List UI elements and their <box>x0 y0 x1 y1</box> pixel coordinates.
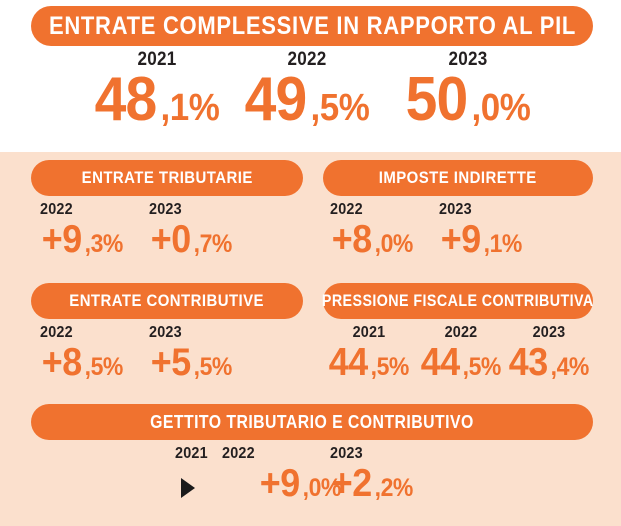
panel-header-entrate-contributive: ENTRATE CONTRIBUTIVE <box>31 283 303 319</box>
value-group-2022: 2022 +8,0% <box>330 201 415 261</box>
value-year-label: 2023 <box>149 201 182 218</box>
panel-values: 2021 44,5% 2022 44,5% 2023 43,4% <box>323 325 593 401</box>
value-number: 44,5% <box>415 341 507 384</box>
value-group-2023: 2023 +2,2% <box>330 445 415 505</box>
value-year-label: 2021 <box>175 445 208 462</box>
value-year-label: 2023 <box>532 324 566 341</box>
header-value: 48,1% <box>77 65 237 134</box>
header-value: 50,0% <box>388 65 548 134</box>
main-title-banner: ENTRATE COMPLESSIVE IN RAPPORTO AL PIL <box>31 6 593 46</box>
value-integer: +0 <box>150 218 191 261</box>
value-year-label: 2022 <box>40 324 73 341</box>
value-group-2021: 2021 <box>175 446 211 465</box>
value-integer: +2 <box>331 462 372 505</box>
value-decimal: ,7% <box>194 230 233 258</box>
value-decimal: ,1% <box>484 230 523 258</box>
value-group-2023: 2023 43,4% <box>503 324 595 384</box>
header-group-2022: 2022 49,5% <box>227 49 387 134</box>
panel-entrate-tributarie: ENTRATE TRIBUTARIE 2022 +9,3% 2023 +0,7% <box>31 160 303 259</box>
value-number: +2,2% <box>330 462 415 505</box>
value-number: 43,4% <box>503 341 595 384</box>
value-group-2022: 2022 +9,0% <box>222 445 343 505</box>
panel-header-pressione-fiscale: PRESSIONE FISCALE CONTRIBUTIVA <box>322 283 594 319</box>
header-group-2021: 2021 48,1% <box>77 49 237 134</box>
value-decimal: ,5% <box>85 353 124 381</box>
value-group-2022: 2022 +9,3% <box>40 201 125 261</box>
panel-title: PRESSIONE FISCALE CONTRIBUTIVA <box>322 291 594 310</box>
panel-title: GETTITO TRIBUTARIO E CONTRIBUTIVO <box>150 411 474 432</box>
panel-values: 2022 +8,0% 2023 +9,1% <box>323 202 593 278</box>
value-decimal: ,3% <box>85 230 124 258</box>
value-number: +9,0% <box>258 462 343 505</box>
header-value-decimal: ,0% <box>472 87 531 129</box>
value-integer: +9 <box>41 218 82 261</box>
value-integer: 44 <box>420 341 460 384</box>
value-year-label: 2023 <box>330 445 363 462</box>
panel-header-imposte-indirette: IMPOSTE INDIRETTE <box>323 160 593 196</box>
value-decimal: ,2% <box>375 474 414 502</box>
panel-header-gettito: GETTITO TRIBUTARIO E CONTRIBUTIVO <box>31 404 593 440</box>
value-year-label: 2022 <box>222 445 255 462</box>
value-number: +5,5% <box>149 341 234 384</box>
play-triangle-icon <box>181 478 195 498</box>
header-values-row: 2021 48,1% 2022 49,5% 2023 50,0% <box>31 50 593 150</box>
panel-title: ENTRATE TRIBUTARIE <box>81 168 253 187</box>
panel-values: 2022 +9,3% 2023 +0,7% <box>31 202 303 278</box>
panel-entrate-contributive: ENTRATE CONTRIBUTIVE 2022 +8,5% 2023 +5,… <box>31 283 303 382</box>
value-integer: +9 <box>259 462 300 505</box>
value-number: +8,5% <box>40 341 125 384</box>
value-integer: +5 <box>150 341 191 384</box>
value-decimal: ,5% <box>371 353 410 381</box>
value-group-2021: 2021 44,5% <box>323 324 415 384</box>
value-year-label: 2022 <box>444 324 478 341</box>
value-number: 44,5% <box>323 341 415 384</box>
value-decimal: ,0% <box>375 230 414 258</box>
value-year-label: 2021 <box>352 324 386 341</box>
header-year-label: 2021 <box>137 49 177 70</box>
panel-header-entrate-tributarie: ENTRATE TRIBUTARIE <box>31 160 303 196</box>
value-group-2023: 2023 +0,7% <box>149 201 234 261</box>
header-group-2023: 2023 50,0% <box>388 49 548 134</box>
value-year-label: 2023 <box>149 324 182 341</box>
value-decimal: ,0% <box>303 474 342 502</box>
value-year-label: 2022 <box>40 201 73 218</box>
panel-values: 2021 2022 +9,0% 2023 +2,2% <box>31 446 593 522</box>
value-integer: +8 <box>331 218 372 261</box>
value-decimal: ,4% <box>551 353 590 381</box>
header-year-label: 2023 <box>448 49 488 70</box>
header-value: 49,5% <box>227 65 387 134</box>
value-group-2022: 2022 44,5% <box>415 324 507 384</box>
header-year-label: 2022 <box>287 49 327 70</box>
header-value-integer: 50 <box>405 65 468 134</box>
panel-title: ENTRATE CONTRIBUTIVE <box>69 291 265 310</box>
panel-gettito-tributario-contributivo: GETTITO TRIBUTARIO E CONTRIBUTIVO 2021 2… <box>31 404 593 503</box>
value-integer: 44 <box>328 341 368 384</box>
value-number: +8,0% <box>330 218 415 261</box>
value-group-2023: 2023 +5,5% <box>149 324 234 384</box>
page-title: ENTRATE COMPLESSIVE IN RAPPORTO AL PIL <box>48 11 576 40</box>
panel-pressione-fiscale-contributiva: PRESSIONE FISCALE CONTRIBUTIVA 2021 44,5… <box>322 283 594 382</box>
value-year-label: 2022 <box>330 201 363 218</box>
value-integer: 43 <box>508 341 548 384</box>
value-decimal: ,5% <box>463 353 502 381</box>
value-year-label: 2023 <box>439 201 472 218</box>
value-integer: +9 <box>440 218 481 261</box>
background-panel <box>0 152 621 526</box>
header-value-decimal: ,5% <box>311 87 370 129</box>
value-number: +0,7% <box>149 218 234 261</box>
header-value-decimal: ,1% <box>161 87 220 129</box>
value-number: +9,1% <box>439 218 524 261</box>
value-decimal: ,5% <box>194 353 233 381</box>
value-integer: +8 <box>41 341 82 384</box>
panel-values: 2022 +8,5% 2023 +5,5% <box>31 325 303 401</box>
panel-imposte-indirette: IMPOSTE INDIRETTE 2022 +8,0% 2023 +9,1% <box>323 160 593 259</box>
panel-title: IMPOSTE INDIRETTE <box>379 168 537 187</box>
header-value-integer: 48 <box>94 65 157 134</box>
value-group-2022: 2022 +8,5% <box>40 324 125 384</box>
header-value-integer: 49 <box>244 65 307 134</box>
value-group-2023: 2023 +9,1% <box>439 201 524 261</box>
value-number: +9,3% <box>40 218 125 261</box>
